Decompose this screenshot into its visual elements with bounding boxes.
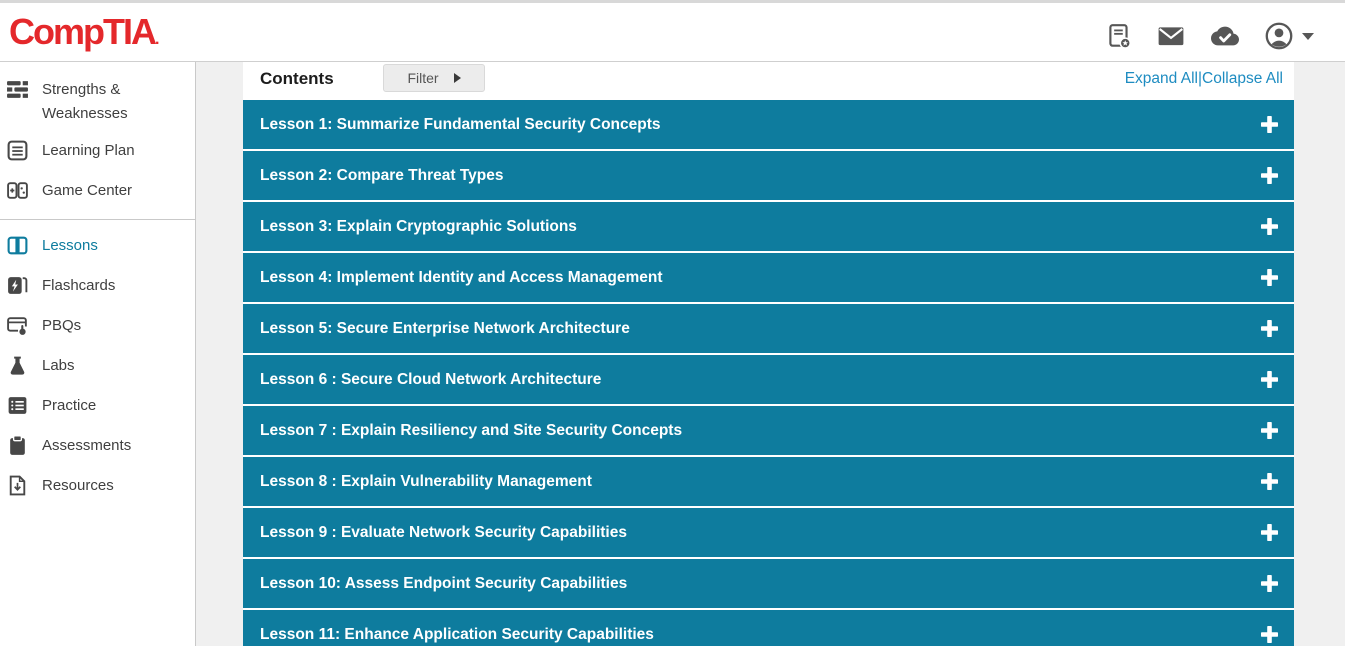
lesson-title: Lesson 4: Implement Identity and Access … [260, 268, 663, 286]
content-header: Contents Filter Expand All|Collapse All [243, 62, 1294, 100]
lesson-accordion-row[interactable]: Lesson 1: Summarize Fundamental Security… [243, 100, 1294, 149]
page-title: Contents [260, 69, 334, 88]
cloud-check-icon[interactable] [1209, 22, 1241, 50]
lesson-title: Lesson 3: Explain Cryptographic Solution… [260, 217, 577, 235]
lesson-title: Lesson 11: Enhance Application Security … [260, 625, 654, 643]
expand-plus-icon[interactable] [1261, 626, 1278, 643]
sidebar-item-label: Learning Plan [42, 142, 135, 159]
sidebar-item-label: Labs [42, 357, 75, 374]
expand-plus-icon[interactable] [1261, 473, 1278, 490]
sidebar-item-resources[interactable]: Resources [0, 467, 195, 507]
clipboard-icon [6, 434, 29, 461]
sidebar-item-label: Assessments [42, 437, 132, 454]
account-icon [1265, 22, 1293, 50]
sidebar-item-label: Strengths & Weaknesses [42, 81, 128, 122]
top-header: CompTIA. [0, 0, 1345, 62]
sidebar-item-assessments[interactable]: Assessments [0, 427, 195, 467]
filter-button-label: Filter [407, 70, 439, 86]
flashcard-bolt-icon [6, 274, 29, 301]
header-icon-bar [1105, 13, 1345, 51]
sidebar-item-learning-plan[interactable]: Learning Plan [0, 132, 195, 172]
sidebar-item-strengths-weaknesses[interactable]: Strengths & Weaknesses [0, 71, 195, 132]
plan-document-icon [6, 139, 29, 166]
sidebar-item-label: Practice [42, 397, 97, 414]
lesson-accordion-row[interactable]: Lesson 8 : Explain Vulnerability Managem… [243, 457, 1294, 506]
lesson-accordion-row[interactable]: Lesson 4: Implement Identity and Access … [243, 253, 1294, 302]
sidebar-item-labs[interactable]: Labs [0, 347, 195, 387]
sidebar-item-label: PBQs [42, 317, 82, 334]
flask-icon [6, 354, 29, 381]
expand-plus-icon[interactable] [1261, 575, 1278, 592]
sidebar-item-label: Flashcards [42, 277, 116, 294]
open-book-icon [6, 234, 29, 261]
lesson-accordion-list: Lesson 1: Summarize Fundamental Security… [243, 100, 1294, 646]
logo-mark: . [154, 31, 160, 48]
expand-collapse-links: Expand All|Collapse All [1125, 70, 1283, 88]
expand-plus-icon[interactable] [1261, 116, 1278, 133]
mail-icon[interactable] [1156, 22, 1186, 50]
notes-document-icon[interactable] [1105, 22, 1133, 50]
lesson-title: Lesson 6 : Secure Cloud Network Architec… [260, 370, 602, 388]
expand-plus-icon[interactable] [1261, 218, 1278, 235]
sidebar-item-flashcards[interactable]: Flashcards [0, 267, 195, 307]
lesson-accordion-row[interactable]: Lesson 7 : Explain Resiliency and Site S… [243, 406, 1294, 455]
lesson-accordion-row[interactable]: Lesson 5: Secure Enterprise Network Arch… [243, 304, 1294, 353]
bar-levels-icon [6, 78, 29, 105]
lesson-title: Lesson 1: Summarize Fundamental Security… [260, 115, 661, 133]
sidebar-item-lessons[interactable]: Lessons [0, 227, 195, 267]
sidebar-item-pbqs[interactable]: PBQs [0, 307, 195, 347]
sidebar-item-label: Lessons [42, 237, 98, 254]
logo-text: CompTIA [9, 11, 157, 52]
lesson-title: Lesson 10: Assess Endpoint Security Capa… [260, 574, 628, 592]
expand-all-link[interactable]: Expand All [1124, 70, 1198, 87]
expand-plus-icon[interactable] [1261, 422, 1278, 439]
lesson-accordion-row[interactable]: Lesson 3: Explain Cryptographic Solution… [243, 202, 1294, 251]
lesson-title: Lesson 9 : Evaluate Network Security Cap… [260, 523, 627, 541]
lesson-title: Lesson 7 : Explain Resiliency and Site S… [260, 421, 683, 439]
game-cards-icon [6, 179, 29, 206]
sidebar-divider [0, 219, 195, 220]
expand-plus-icon[interactable] [1261, 269, 1278, 286]
account-menu[interactable] [1264, 21, 1315, 51]
lesson-accordion-row[interactable]: Lesson 2: Compare Threat Types [243, 151, 1294, 200]
account-dropdown-caret-icon [1302, 32, 1314, 40]
download-document-icon [6, 474, 29, 501]
filter-button[interactable]: Filter [383, 64, 485, 92]
expand-plus-icon[interactable] [1261, 524, 1278, 541]
lesson-accordion-row[interactable]: Lesson 10: Assess Endpoint Security Capa… [243, 559, 1294, 608]
window-hand-icon [6, 314, 29, 341]
sidebar: Strengths & Weaknesses Learning Plan Gam… [0, 62, 196, 646]
sidebar-item-label: Resources [42, 477, 114, 494]
lesson-accordion-row[interactable]: Lesson 9 : Evaluate Network Security Cap… [243, 508, 1294, 557]
content-panel: Contents Filter Expand All|Collapse All … [243, 62, 1294, 646]
expand-plus-icon[interactable] [1261, 371, 1278, 388]
collapse-all-link[interactable]: Collapse All [1202, 70, 1283, 87]
sidebar-item-game-center[interactable]: Game Center [0, 172, 195, 212]
filter-expand-arrow-icon [453, 73, 461, 83]
lesson-title: Lesson 5: Secure Enterprise Network Arch… [260, 319, 630, 337]
sidebar-item-label: Game Center [42, 182, 133, 199]
sidebar-item-practice[interactable]: Practice [0, 387, 195, 427]
link-separator: | [1197, 70, 1202, 87]
expand-plus-icon[interactable] [1261, 320, 1278, 337]
lesson-accordion-row[interactable]: Lesson 11: Enhance Application Security … [243, 610, 1294, 646]
expand-plus-icon[interactable] [1261, 167, 1278, 184]
comptia-logo[interactable]: CompTIA. [0, 14, 159, 50]
lesson-title: Lesson 2: Compare Threat Types [260, 166, 504, 184]
lesson-accordion-row[interactable]: Lesson 6 : Secure Cloud Network Architec… [243, 355, 1294, 404]
list-icon [6, 394, 29, 421]
lesson-title: Lesson 8 : Explain Vulnerability Managem… [260, 472, 592, 490]
